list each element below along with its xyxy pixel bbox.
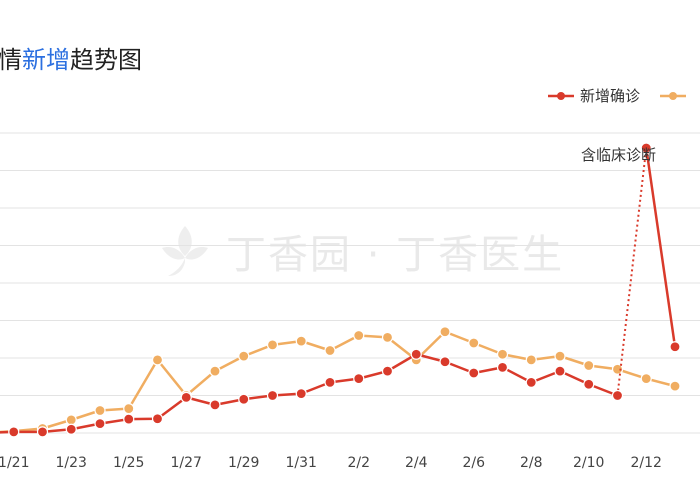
series-1-point-12[interactable] [324,376,336,388]
series-1-line-2 [645,147,677,347]
series-2-point-4[interactable] [94,404,106,417]
series-1-point-8[interactable] [209,399,221,411]
series-1-point-6[interactable] [151,413,164,425]
grid-lines [0,132,700,434]
legend-key-orange [660,91,687,100]
series-2-point-6[interactable] [151,354,164,366]
series-1-point-16[interactable] [439,356,451,368]
series-1-point-18[interactable] [496,361,509,373]
x-tick-label-1: 1/23 [56,455,87,471]
legend-label-series-1: 新增确诊 [580,87,641,105]
series-2-point-14[interactable] [381,331,394,343]
series-1-point-21[interactable] [583,378,595,390]
annotation-label: 含临床诊断 [581,146,656,164]
series-1-point-19[interactable] [525,376,537,388]
series-lines [0,142,681,438]
title-part-highlight: 新增 [22,46,70,74]
leaf-logo-icon [162,226,208,276]
series-2-point-19[interactable] [525,354,537,366]
series-1-point-17[interactable] [468,367,480,379]
x-tick-label-10: 2/10 [573,455,604,471]
series-1-line-1 [0,353,618,434]
legend-key-red [548,91,574,100]
series-2-point-9[interactable] [238,350,250,362]
x-axis-ticks: 1/21 1/23 1/25 1/27 1/29 1/31 2/2 2/4 2/6 2/8 2/10… [0,455,662,471]
x-tick-label-5: 1/31 [286,455,317,471]
series-2-point-23[interactable] [640,373,652,385]
x-tick-label-9: 2/8 [520,455,543,471]
series-2 [0,326,681,437]
series-1-point-24[interactable] [669,341,681,353]
series-1-point-3[interactable] [65,423,77,435]
series-1-point-9[interactable] [238,393,250,405]
series-1-point-4[interactable] [94,418,106,430]
x-tick-label-3: 1/27 [171,455,202,471]
watermark: 丁香园 · 丁香医生 [152,218,564,284]
series-1-point-23[interactable] [640,142,652,154]
series-1-point-15[interactable] [410,348,422,360]
x-tick-label-4: 1/29 [228,455,259,471]
series-1-point-11[interactable] [295,388,307,400]
annotation-layer: 含临床诊断 [581,146,656,164]
series-2-point-5[interactable] [123,403,135,415]
series-1-dotted-link [616,147,648,396]
series-1-point-10[interactable] [266,389,279,402]
series-2-point-13[interactable] [353,329,365,342]
x-tick-label-6: 2/2 [347,455,370,471]
x-tick-label-0: 1/21 [0,455,29,471]
x-tick-label-7: 2/4 [405,455,428,471]
series-1-point-14[interactable] [381,365,394,377]
legend-item-series-1[interactable]: 新增确诊 [548,85,640,106]
series-2-point-17[interactable] [468,337,480,349]
series-2-point-11[interactable] [295,335,307,347]
title-part-3: 趋势图 [70,46,142,74]
series-1-point-22[interactable] [611,389,624,402]
title-part-1: 情 [0,46,22,74]
series-1-point-1[interactable] [8,426,20,438]
series-2-point-3[interactable] [65,414,77,426]
legend: 新增确诊 [548,85,700,106]
series-1-point-13[interactable] [353,373,365,385]
legend-item-series-2[interactable] [660,90,692,102]
watermark-text: 丁香园 · 丁香医生 [226,232,565,278]
x-tick-label-8: 2/6 [462,455,485,471]
series-2-point-20[interactable] [554,350,566,362]
series-1 [0,142,681,438]
series-2-point-22[interactable] [611,363,624,375]
series-1-point-7[interactable] [180,391,192,403]
series-2-point-21[interactable] [583,359,595,372]
series-1-point-5[interactable] [123,413,135,425]
series-1-point-2[interactable] [36,426,49,438]
chart-title: 情新增趋势图 [0,40,142,75]
x-tick-label-2: 1/25 [113,455,144,471]
series-2-point-16[interactable] [439,326,451,338]
series-2-point-12[interactable] [324,344,336,357]
series-2-point-8[interactable] [209,365,221,377]
series-2-point-10[interactable] [266,339,279,351]
series-1-point-20[interactable] [554,365,566,377]
series-2-point-18[interactable] [496,348,509,360]
x-tick-label-11: 2/12 [631,455,662,471]
series-2-point-24[interactable] [669,380,681,392]
